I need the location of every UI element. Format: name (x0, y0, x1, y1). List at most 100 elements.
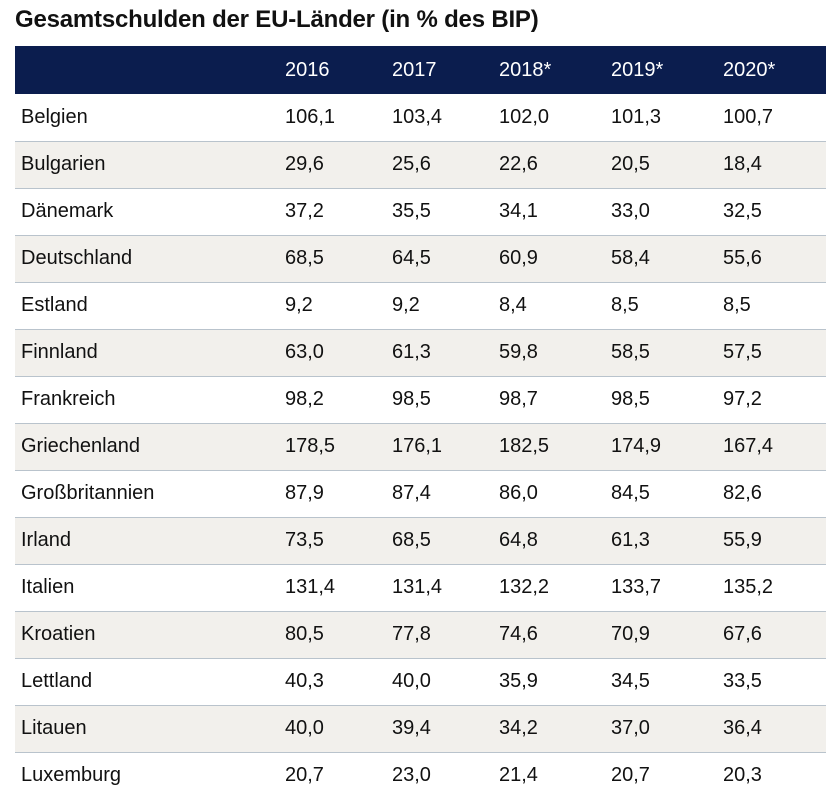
table-row: Belgien 106,1 103,4 102,0 101,3 100,7 (15, 94, 826, 141)
debt-value-cell: 80,5 (285, 623, 324, 645)
debt-value-cell: 32,5 (723, 200, 762, 222)
debt-value-cell: 34,2 (499, 717, 538, 739)
debt-value-cell: 33,0 (611, 200, 650, 222)
debt-value-cell: 101,3 (611, 105, 662, 128)
country-name: Griechenland (21, 435, 140, 457)
debt-value-cell: 98,7 (499, 388, 538, 410)
debt-value-cell: 37,0 (611, 717, 650, 739)
debt-value-cell: 132,2 (499, 576, 550, 598)
country-name: Deutschland (21, 247, 133, 269)
table-row: Irland 73,5 68,5 64,8 61,3 55,9 (15, 517, 826, 564)
debt-value-cell: 174,9 (611, 435, 662, 457)
debt-value-cell: 25,6 (392, 153, 431, 175)
country-name: Finnland (21, 341, 98, 363)
debt-value-cell: 167,4 (723, 435, 774, 457)
debt-value-cell: 33,5 (723, 670, 762, 692)
debt-value-cell: 34,5 (611, 670, 650, 692)
debt-value-cell: 131,4 (392, 576, 443, 598)
table-row: Finnland 63,0 61,3 59,8 58,5 57,5 (15, 329, 826, 376)
debt-value-cell: 87,9 (285, 482, 324, 504)
debt-value-cell: 133,7 (611, 576, 662, 598)
table-row: Luxemburg 20,7 23,0 21,4 20,7 20,3 (15, 752, 826, 799)
debt-value-cell: 22,6 (499, 153, 538, 175)
debt-value-cell: 55,6 (723, 247, 762, 269)
debt-value-cell: 100,7 (723, 105, 774, 128)
debt-value-cell: 70,9 (611, 623, 650, 645)
debt-value-cell: 61,3 (392, 341, 431, 363)
debt-value-cell: 61,3 (611, 529, 650, 551)
debt-value-cell: 98,2 (285, 388, 324, 410)
debt-value-cell: 55,9 (723, 529, 762, 551)
debt-value-cell: 8,4 (499, 294, 527, 316)
debt-value-cell: 35,5 (392, 200, 431, 222)
debt-value-cell: 106,1 (285, 105, 336, 128)
header-year-2017: 2017 (392, 58, 437, 81)
country-name: Großbritannien (21, 482, 155, 504)
debt-value-cell: 8,5 (611, 294, 639, 316)
country-name: Italien (21, 576, 75, 598)
country-name: Belgien (21, 105, 88, 128)
debt-value-cell: 9,2 (392, 294, 420, 316)
debt-value-cell: 84,5 (611, 482, 650, 504)
debt-value-cell: 98,5 (611, 388, 650, 410)
debt-value-cell: 58,5 (611, 341, 650, 363)
table-header: 2016 2017 2018* 2019* 2020* (15, 46, 826, 94)
debt-value-cell: 20,5 (611, 153, 650, 175)
debt-value-cell: 64,8 (499, 529, 538, 551)
debt-value-cell: 176,1 (392, 435, 443, 457)
table-title: Gesamtschulden der EU-Länder (in % des B… (15, 6, 539, 33)
debt-value-cell: 20,3 (723, 764, 762, 787)
header-year-2018: 2018* (499, 58, 552, 81)
country-name: Luxemburg (21, 764, 122, 787)
debt-value-cell: 59,8 (499, 341, 538, 363)
debt-value-cell: 74,6 (499, 623, 538, 645)
debt-value-cell: 34,1 (499, 200, 538, 222)
header-year-2020: 2020* (723, 58, 776, 81)
debt-value-cell: 97,2 (723, 388, 762, 410)
debt-value-cell: 135,2 (723, 576, 774, 598)
table-row: Litauen 40,0 39,4 34,2 37,0 36,4 (15, 705, 826, 752)
debt-value-cell: 21,4 (499, 764, 538, 787)
debt-table: 2016 2017 2018* 2019* 2020* Belgien 106,1… (15, 46, 826, 799)
header-country (15, 46, 285, 94)
debt-value-cell: 102,0 (499, 105, 550, 128)
debt-value-cell: 98,5 (392, 388, 431, 410)
table-row: Dänemark 37,2 35,5 34,1 33,0 32,5 (15, 188, 826, 235)
table-row: Bulgarien 29,6 25,6 22,6 20,5 18,4 (15, 141, 826, 188)
table-row: Frankreich 98,2 98,5 98,7 98,5 97,2 (15, 376, 826, 423)
table-row: Griechenland 178,5 176,1 182,5 174,9 167,4 (15, 423, 826, 470)
debt-value-cell: 20,7 (285, 764, 324, 787)
debt-value-cell: 29,6 (285, 153, 324, 175)
debt-value-cell: 57,5 (723, 341, 762, 363)
debt-value-cell: 39,4 (392, 717, 431, 739)
debt-value-cell: 20,7 (611, 764, 650, 787)
debt-value-cell: 82,6 (723, 482, 762, 504)
header-row: 2016 2017 2018* 2019* 2020* (15, 46, 826, 94)
country-name: Estland (21, 294, 88, 316)
debt-value-cell: 182,5 (499, 435, 550, 457)
table-row: Großbritannien 87,9 87,4 86,0 84,5 82,6 (15, 470, 826, 517)
country-name: Litauen (21, 717, 87, 739)
table-row: Italien 131,4 131,4 132,2 133,7 135,2 (15, 564, 826, 611)
table-row: Estland 9,2 9,2 8,4 8,5 8,5 (15, 282, 826, 329)
debt-value-cell: 131,4 (285, 576, 336, 598)
table-row: Deutschland 68,5 64,5 60,9 58,4 55,6 (15, 235, 826, 282)
country-name: Irland (21, 529, 72, 551)
debt-value-cell: 36,4 (723, 717, 762, 739)
debt-value-cell: 18,4 (723, 153, 762, 175)
debt-value-cell: 67,6 (723, 623, 762, 645)
debt-value-cell: 73,5 (285, 529, 324, 551)
country-name: Dänemark (21, 200, 114, 222)
debt-value-cell: 77,8 (392, 623, 431, 645)
table-body: Belgien 106,1 103,4 102,0 101,3 100,7 Bulgarie… (15, 94, 826, 799)
table-row: Kroatien 80,5 77,8 74,6 70,9 67,6 (15, 611, 826, 658)
debt-value-cell: 178,5 (285, 435, 336, 457)
debt-value-cell: 63,0 (285, 341, 324, 363)
debt-value-cell: 86,0 (499, 482, 538, 504)
debt-value-cell: 40,3 (285, 670, 324, 692)
debt-value-cell: 103,4 (392, 105, 443, 128)
country-name: Lettland (21, 670, 93, 692)
debt-value-cell: 60,9 (499, 247, 538, 269)
header-year-2019: 2019* (611, 58, 664, 81)
debt-value-cell: 68,5 (392, 529, 431, 551)
